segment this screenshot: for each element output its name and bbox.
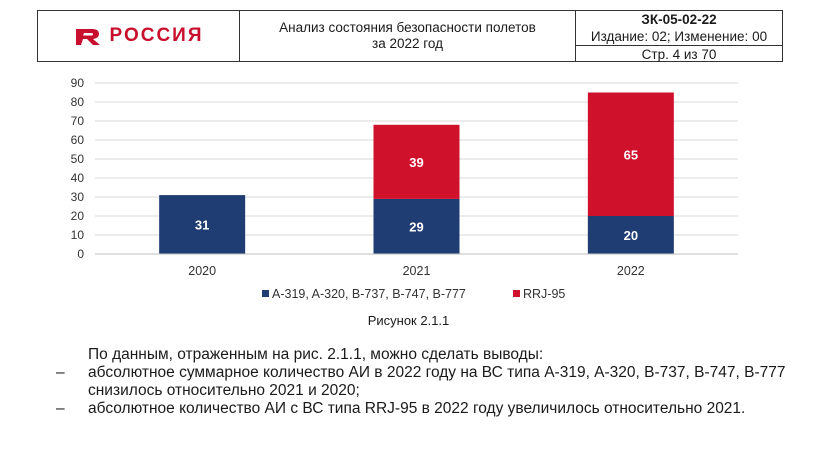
list-dash: –	[56, 400, 65, 417]
y-tick-label: 0	[77, 247, 84, 261]
y-tick-label: 90	[71, 76, 85, 90]
conclusions-lead: По данным, отраженным на рис. 2.1.1, мож…	[88, 346, 544, 363]
data-label: 31	[195, 218, 209, 233]
y-tick-label: 80	[71, 95, 85, 109]
data-label: 39	[409, 155, 423, 170]
x-tick-label: 2020	[188, 264, 216, 278]
document-code: ЗК-05-02-22	[641, 12, 717, 27]
y-tick-label: 70	[71, 114, 85, 128]
bar	[159, 195, 246, 254]
conclusion-item: – абсолютное суммарное количество АИ в 2…	[0, 364, 817, 400]
title-line-2: за 2022 год	[372, 36, 443, 51]
legend-label: A-319, A-320, B-737, B-747, B-777	[272, 287, 466, 301]
stacked-bar-chart: 0 10 20 30 40 50 60 70 80 90 31 2020 29 39 2021 20 65 202…	[0, 70, 817, 330]
y-tick-label: 10	[71, 228, 85, 242]
document-page: Стр. 4 из 70	[576, 45, 782, 62]
logo-text: РОССИЯ	[109, 25, 204, 46]
data-label: 29	[409, 219, 423, 234]
y-tick-label: 40	[71, 171, 85, 185]
x-tick-label: 2021	[403, 264, 431, 278]
legend-label: RRJ-95	[523, 287, 565, 301]
data-label: 65	[624, 147, 638, 162]
y-tick-label: 20	[71, 209, 85, 223]
bar	[587, 92, 674, 216]
document-title: Анализ состояния безопасности полетов за…	[240, 11, 576, 61]
conclusion-item-text: абсолютное суммарное количество АИ в 202…	[88, 364, 786, 399]
x-tick-label: 2022	[617, 264, 645, 278]
bar	[373, 198, 460, 254]
document-meta: ЗК-05-02-22 Издание: 02; Изменение: 00 С…	[576, 11, 782, 62]
conclusions-text: По данным, отраженным на рис. 2.1.1, мож…	[0, 346, 817, 418]
rossiya-logo-icon	[75, 29, 100, 45]
conclusion-item-text: абсолютное количество АИ с ВС типа RRJ-9…	[88, 400, 746, 417]
y-tick-label: 30	[71, 190, 85, 204]
y-tick-label: 60	[71, 133, 85, 147]
y-tick-label: 50	[71, 152, 85, 166]
bar	[373, 124, 460, 199]
title-line-1: Анализ состояния безопасности полетов	[279, 20, 536, 35]
conclusion-item: – абсолютное количество АИ с ВС типа RRJ…	[0, 400, 817, 418]
list-dash: –	[56, 364, 65, 381]
legend-swatch	[262, 290, 269, 297]
data-label: 20	[624, 228, 638, 243]
document-header: РОССИЯ Анализ состояния безопасности пол…	[37, 10, 783, 62]
figure-caption: Рисунок 2.1.1	[367, 313, 450, 328]
bar	[587, 216, 674, 254]
chart-canvas: 0 10 20 30 40 50 60 70 80 90 31 2020 29 39 2021 20 65 202…	[71, 76, 738, 301]
logo-cell: РОССИЯ	[38, 11, 240, 61]
legend-swatch	[513, 290, 520, 297]
document-edition: Издание: 02; Изменение: 00	[590, 29, 768, 44]
